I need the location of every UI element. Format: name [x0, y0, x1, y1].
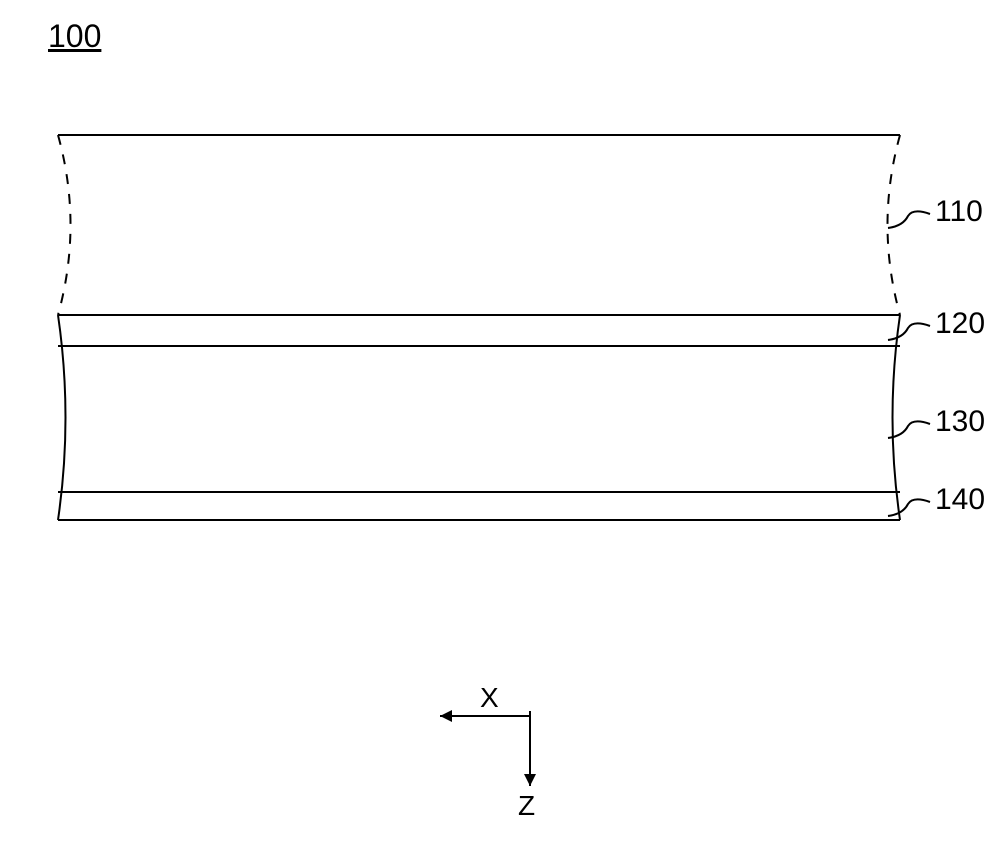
- layer-label-140: 140: [935, 483, 985, 517]
- axis-label-z: Z: [518, 790, 535, 822]
- layer-label-130: 130: [935, 405, 985, 439]
- layer-label-120: 120: [935, 307, 985, 341]
- layer-label-110: 110: [935, 195, 983, 229]
- layered-cross-section-diagram: [0, 0, 1000, 863]
- axis-label-x: X: [480, 682, 499, 714]
